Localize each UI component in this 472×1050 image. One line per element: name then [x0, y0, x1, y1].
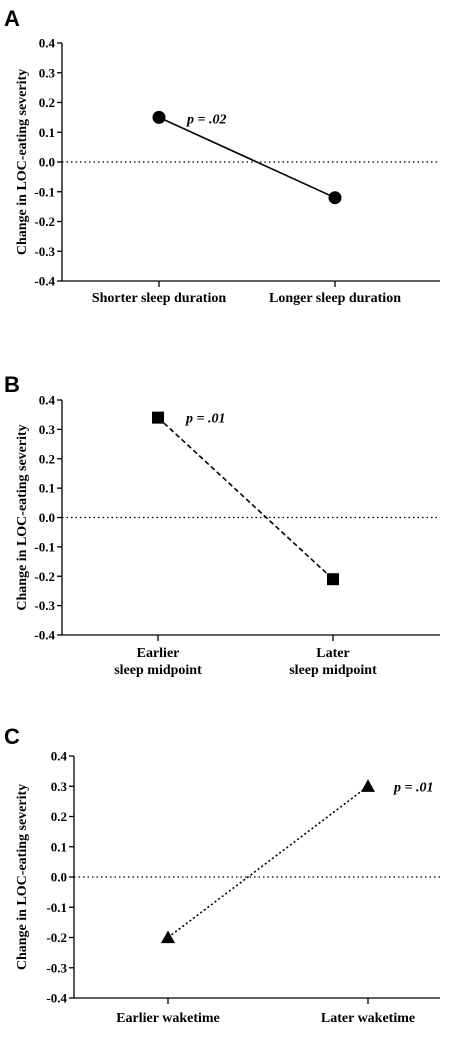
y-tick-label: 0.0 — [51, 870, 67, 885]
data-point-circle — [328, 191, 342, 205]
p-value-annotation: p = .02 — [186, 112, 226, 127]
series-line — [158, 116, 336, 199]
x-category-label: sleep midpoint — [289, 663, 377, 678]
x-category-label: Shorter sleep duration — [92, 291, 227, 306]
y-tick-label: 0.0 — [39, 155, 55, 170]
p-value-annotation: p = .01 — [185, 412, 225, 427]
y-tick-label: 0.4 — [51, 749, 68, 764]
y-tick-label: 0.3 — [39, 65, 56, 80]
y-tick-label: -0.1 — [46, 900, 67, 915]
y-tick-label: -0.2 — [34, 569, 55, 584]
y-tick-label: 0.1 — [39, 125, 55, 140]
y-tick-label: 0.4 — [39, 393, 56, 408]
panel-letter: C — [4, 724, 20, 749]
x-category-label: Longer sleep duration — [269, 291, 401, 306]
data-point-square — [327, 573, 339, 586]
p-value-annotation: p = .01 — [393, 780, 433, 795]
x-category-label: sleep midpoint — [114, 663, 202, 678]
y-tick-label: 0.2 — [39, 451, 55, 466]
y-axis-label: Change in LOC-eating severity — [15, 69, 30, 255]
y-tick-label: -0.1 — [34, 539, 55, 554]
data-point-circle — [152, 110, 166, 124]
y-tick-label: 0.4 — [39, 36, 56, 51]
y-tick-label: 0.2 — [51, 809, 67, 824]
chart-panel-a: A 0.4 0.3 0.2 0.1 0.0 -0.1 -0.2 -0.3 -0.4 Shorter … — [4, 6, 440, 306]
y-axis-label: Change in LOC-eating severity — [15, 784, 30, 970]
y-tick-label: -0.4 — [34, 274, 55, 289]
series-line — [157, 417, 334, 580]
panel-letter: B — [4, 372, 20, 397]
series-line — [167, 785, 369, 939]
y-tick-label: -0.4 — [34, 628, 55, 643]
y-tick-label: 0.0 — [39, 510, 55, 525]
y-tick-label: 0.2 — [39, 95, 55, 110]
x-category-label: Later waketime — [321, 1011, 415, 1026]
data-point-triangle — [161, 930, 175, 944]
panel-letter: A — [4, 6, 20, 31]
y-tick-label: 0.1 — [51, 839, 67, 854]
y-tick-label: -0.4 — [46, 991, 67, 1006]
y-tick-label: -0.2 — [46, 930, 67, 945]
x-category-label: Earlier waketime — [116, 1011, 220, 1026]
x-category-label: Later — [316, 646, 349, 661]
y-tick-label: 0.3 — [51, 779, 68, 794]
chart-panel-b: B 0.4 0.3 0.2 0.1 0.0 -0.1 -0.2 -0.3 -0.4 Earlier s… — [4, 372, 440, 678]
y-tick-label: -0.3 — [34, 244, 55, 259]
chart-panel-c: C 0.4 0.3 0.2 0.1 0.0 -0.1 -0.2 -0.3 -0.4 Earlier … — [4, 724, 440, 1026]
y-tick-label: -0.1 — [34, 184, 55, 199]
data-point-triangle — [361, 779, 375, 792]
y-tick-label: -0.3 — [34, 598, 55, 613]
y-tick-label: -0.2 — [34, 214, 55, 229]
y-tick-label: 0.3 — [39, 422, 56, 437]
data-point-square — [152, 411, 164, 424]
x-category-label: Earlier — [137, 646, 180, 661]
y-axis-label: Change in LOC-eating severity — [15, 424, 30, 610]
y-tick-label: -0.3 — [46, 960, 67, 975]
y-tick-label: 0.1 — [39, 481, 55, 496]
